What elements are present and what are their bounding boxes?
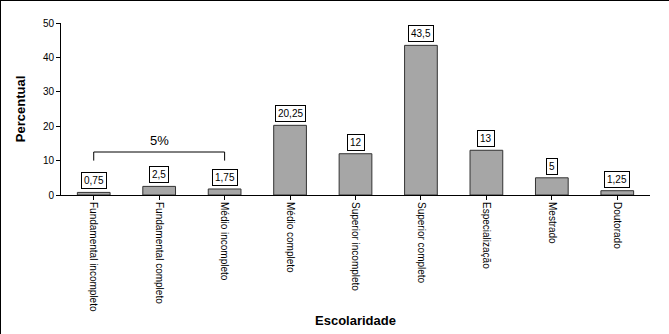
svg-text:Doutorado: Doutorado (612, 202, 623, 249)
svg-text:Especialização: Especialização (481, 202, 492, 269)
svg-text:Percentual: Percentual (13, 76, 28, 142)
svg-text:0: 0 (48, 190, 54, 201)
svg-text:Superior completo: Superior completo (416, 202, 427, 284)
svg-text:10: 10 (43, 155, 55, 166)
svg-text:12: 12 (350, 137, 362, 148)
svg-text:40: 40 (43, 52, 55, 63)
svg-text:30: 30 (43, 86, 55, 97)
svg-text:1,25: 1,25 (607, 174, 627, 185)
svg-text:5: 5 (549, 161, 555, 172)
svg-text:50: 50 (43, 18, 55, 29)
svg-text:Escolaridade: Escolaridade (315, 313, 396, 328)
svg-text:Médio completo: Médio completo (285, 202, 296, 273)
svg-text:20: 20 (43, 121, 55, 132)
svg-text:2,5: 2,5 (152, 169, 166, 180)
svg-text:5%: 5% (150, 133, 169, 148)
svg-text:13: 13 (480, 133, 492, 144)
svg-text:Superior incompleto: Superior incompleto (350, 202, 361, 291)
svg-text:1,75: 1,75 (215, 172, 235, 183)
svg-text:43,5: 43,5 (411, 28, 431, 39)
svg-text:20,25: 20,25 (278, 108, 303, 119)
svg-text:Médio incompleto: Médio incompleto (219, 202, 230, 281)
svg-text:Fundamental completo: Fundamental completo (154, 202, 165, 304)
svg-text:Fundamental incompleto: Fundamental incompleto (88, 202, 99, 312)
svg-text:Mestrado: Mestrado (547, 202, 558, 244)
svg-text:0,75: 0,75 (84, 175, 104, 186)
